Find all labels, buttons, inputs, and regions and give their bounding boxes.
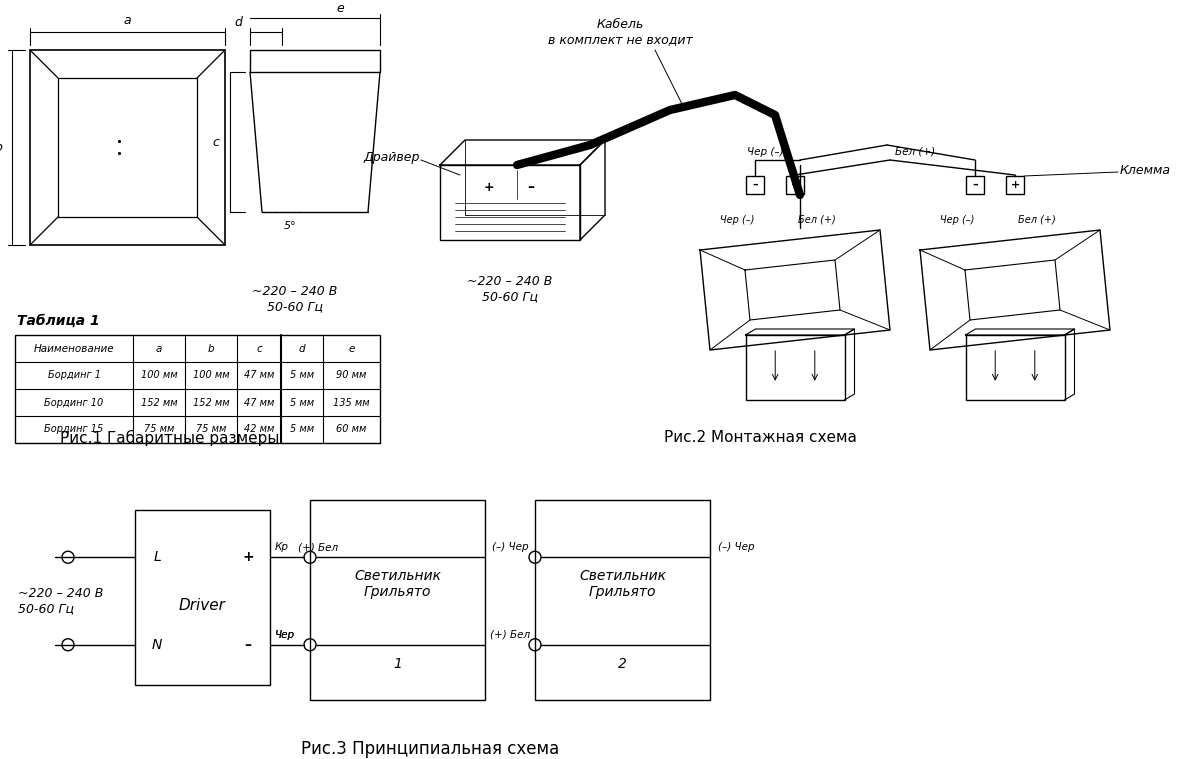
Text: 75 мм: 75 мм: [196, 424, 226, 434]
Text: Рис.3 Принципиальная схема: Рис.3 Принципиальная схема: [301, 740, 559, 758]
Bar: [1006, 176, 1024, 194]
Text: 100 мм: 100 мм: [193, 370, 229, 380]
Text: Кр: Кр: [275, 542, 289, 553]
Text: 5°: 5°: [283, 221, 296, 231]
Text: –: –: [245, 638, 252, 652]
Text: Рис.2 Монтажная схема: Рис.2 Монтажная схема: [664, 430, 857, 445]
Text: 152 мм: 152 мм: [193, 398, 229, 408]
Text: –: –: [528, 181, 534, 194]
Text: Чер (–): Чер (–): [720, 215, 754, 225]
Text: N: N: [152, 638, 162, 652]
Text: Бординг 1: Бординг 1: [48, 370, 101, 380]
Text: 100 мм: 100 мм: [140, 370, 178, 380]
Text: c: c: [212, 136, 220, 149]
Text: Рис.1 Габаритные размеры: Рис.1 Габаритные размеры: [60, 430, 280, 446]
Bar: [745, 335, 845, 400]
Text: +: +: [791, 180, 799, 190]
Text: Бел (+): Бел (+): [798, 215, 836, 225]
Text: Бел (+): Бел (+): [1018, 215, 1056, 225]
Text: Клемма: Клемма: [1120, 163, 1171, 177]
Text: (+) Бел: (+) Бел: [490, 630, 530, 640]
Bar: [134, 510, 270, 685]
Text: Таблица 1: Таблица 1: [17, 314, 100, 328]
Text: 47 мм: 47 мм: [244, 370, 274, 380]
Text: d: d: [234, 15, 242, 29]
Text: Чер (–): Чер (–): [746, 147, 784, 157]
Text: a: a: [124, 14, 131, 27]
Text: 42 мм: 42 мм: [244, 424, 274, 434]
Text: e: e: [348, 344, 355, 354]
Bar: [58, 78, 197, 217]
Text: Чер: Чер: [275, 630, 295, 640]
Text: (+) Бел: (+) Бел: [298, 542, 338, 553]
Text: Драйвер: Драйвер: [364, 152, 420, 165]
Bar: [250, 50, 380, 72]
Text: 90 мм: 90 мм: [336, 370, 367, 380]
Bar: [30, 50, 226, 245]
Text: L: L: [154, 550, 161, 564]
Text: 152 мм: 152 мм: [140, 398, 178, 408]
Text: Наименование: Наименование: [34, 344, 114, 354]
Text: –: –: [752, 180, 758, 190]
Text: a: a: [156, 344, 162, 354]
Bar: [746, 176, 764, 194]
Bar: [535, 500, 710, 700]
Text: ~220 – 240 В
50-60 Гц: ~220 – 240 В 50-60 Гц: [467, 275, 553, 303]
Text: Driver: Driver: [179, 598, 226, 613]
Text: –: –: [972, 180, 978, 190]
Text: Бординг 15: Бординг 15: [44, 424, 103, 434]
Text: b: b: [0, 141, 2, 154]
Text: e: e: [336, 2, 344, 14]
Text: Светильник
Грильято: Светильник Грильято: [580, 569, 666, 599]
Text: 5 мм: 5 мм: [290, 370, 314, 380]
Bar: [14, 335, 380, 443]
Bar: [310, 500, 485, 700]
Text: ~220 – 240 В
50-60 Гц: ~220 – 240 В 50-60 Гц: [252, 285, 337, 313]
Text: 2: 2: [618, 657, 626, 671]
Text: 47 мм: 47 мм: [244, 398, 274, 408]
Text: 5 мм: 5 мм: [290, 424, 314, 434]
Text: Чер: Чер: [275, 630, 295, 640]
Text: +: +: [1010, 180, 1020, 190]
Text: 1: 1: [394, 657, 402, 671]
Bar: [966, 176, 984, 194]
Bar: [440, 165, 580, 240]
Text: +: +: [484, 181, 494, 194]
Text: Бел (+): Бел (+): [895, 147, 935, 157]
Text: (–) Чер: (–) Чер: [718, 542, 755, 553]
Text: b: b: [208, 344, 215, 354]
Text: Бординг 10: Бординг 10: [44, 398, 103, 408]
Text: Светильник
Грильято: Светильник Грильято: [354, 569, 442, 599]
Text: d: d: [299, 344, 305, 354]
Text: Кабель
в комплект не входит: Кабель в комплект не входит: [547, 18, 692, 46]
Text: 5 мм: 5 мм: [290, 398, 314, 408]
Text: ~220 – 240 В
50-60 Гц: ~220 – 240 В 50-60 Гц: [18, 587, 103, 615]
Bar: [786, 176, 804, 194]
Text: +: +: [242, 550, 254, 564]
Text: (–) Чер: (–) Чер: [492, 542, 528, 553]
Bar: [966, 335, 1064, 400]
Text: Чер (–): Чер (–): [940, 215, 974, 225]
Text: 75 мм: 75 мм: [144, 424, 174, 434]
Text: c: c: [256, 344, 262, 354]
Text: 135 мм: 135 мм: [334, 398, 370, 408]
Text: 60 мм: 60 мм: [336, 424, 367, 434]
